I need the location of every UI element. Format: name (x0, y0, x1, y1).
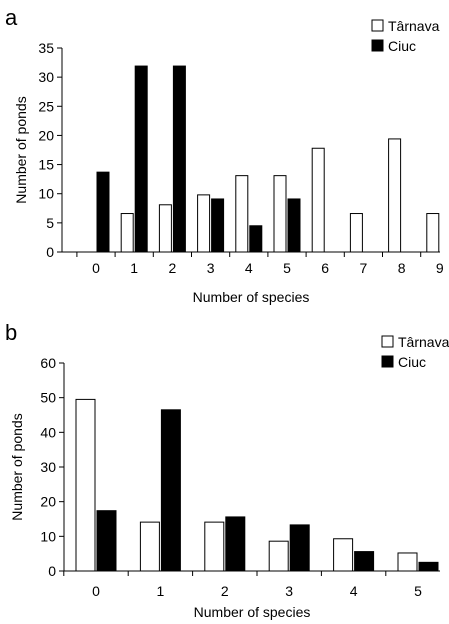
panel-b-label: b (5, 320, 17, 345)
panel-b-legend-label-tarnava: Târnava (398, 334, 449, 350)
panel-a-x-tick-label: 7 (360, 260, 368, 276)
panel-a-bar-tarnava (235, 175, 249, 253)
panel-a-legend-swatch-ciuc (371, 39, 384, 52)
panel-a-legend-label-ciuc: Ciuc (388, 38, 416, 54)
panel-a-y-tick-label: 5 (46, 215, 54, 231)
panel-a-bar-ciuc (211, 198, 225, 253)
panel-b-y-tick-label: 20 (40, 494, 56, 510)
panel-b-bar-tarnava (397, 552, 418, 572)
panel-a-bar-tarnava (158, 204, 172, 253)
panel-a-x-tick-label: 8 (398, 260, 406, 276)
panel-a-bar-ciuc (134, 65, 148, 253)
panel-a-x-axis-title: Number of species (193, 289, 310, 305)
panel-b-bar-tarnava (268, 540, 289, 572)
panel-a-bar-tarnava (349, 213, 363, 253)
panel-a-bar-ciuc (96, 171, 110, 253)
panel-b-x-tick-label: 2 (221, 583, 229, 599)
panel-b-y-tick-label: 60 (40, 355, 56, 371)
panel-b-bar-ciuc (418, 561, 439, 572)
panel-b-y-tick-label: 30 (40, 459, 56, 475)
panel-b-x-tick-label: 4 (350, 583, 358, 599)
panel-b-bar-ciuc (354, 551, 375, 572)
panel-b-x-tick-label: 1 (157, 583, 165, 599)
panel-a-bar-tarnava (273, 175, 287, 253)
panel-b-y-tick-label: 10 (40, 528, 56, 544)
panel-a-x-tick-label: 2 (169, 260, 177, 276)
panel-a-bar-tarnava (426, 213, 440, 253)
panel-b-x-tick-label: 3 (285, 583, 293, 599)
panel-a-bar-tarnava (197, 194, 211, 253)
panel-a-label: a (5, 5, 18, 30)
panel-b-y-tick-label: 0 (48, 563, 56, 579)
panel-b-bar-ciuc (225, 516, 246, 572)
panel-b-bar-tarnava (139, 521, 160, 572)
panel-b-y-axis-title: Number of ponds (9, 413, 25, 520)
panel-b-bar-tarnava (333, 538, 354, 572)
panel-b-bar-ciuc (96, 510, 117, 572)
panel-a-bar-tarnava (311, 147, 325, 253)
panel-b-legend-swatch-ciuc (381, 355, 394, 368)
panel-a-y-tick-label: 15 (38, 157, 54, 173)
panel-b-x-axis-title: Number of species (194, 604, 311, 620)
panel-a-legend-label-tarnava: Târnava (388, 18, 440, 34)
panel-a-x-tick-label: 4 (245, 260, 253, 276)
panel-a-bar-ciuc (287, 198, 301, 253)
panel-b-x-tick-label: 0 (92, 583, 100, 599)
panel-a-legend-swatch-tarnava (371, 19, 384, 32)
panel-a-bar-tarnava (120, 213, 134, 253)
panel-b-y-tick-label: 50 (40, 390, 56, 406)
panel-a-y-tick-label: 35 (38, 40, 54, 56)
panel-a-x-tick-label: 0 (92, 260, 100, 276)
panel-b-bar-ciuc (289, 524, 310, 572)
panel-a-x-tick-label: 6 (321, 260, 329, 276)
panel-a-y-tick-label: 20 (38, 127, 54, 143)
panel-a-y-axis-title: Number of ponds (13, 96, 29, 203)
panel-b-y-tick-label: 40 (40, 424, 56, 440)
panel-b-legend-label-ciuc: Ciuc (398, 354, 426, 370)
panel-a-bar-ciuc (172, 65, 186, 253)
panel-b-bar-tarnava (75, 398, 96, 572)
panel-a-bar-tarnava (388, 138, 402, 253)
panel-a-bar-ciuc (249, 225, 263, 253)
panel-b-legend-swatch-tarnava (381, 335, 394, 348)
panel-b-x-tick-label: 5 (414, 583, 422, 599)
panel-a-y-tick-label: 0 (46, 244, 54, 260)
panel-a-x-tick-label: 3 (207, 260, 215, 276)
panel-a-y-tick-label: 30 (38, 69, 54, 85)
panel-a-x-tick-label: 9 (436, 260, 444, 276)
panel-a-y-tick-label: 25 (38, 98, 54, 114)
panel-a-y-tick-label: 10 (38, 186, 54, 202)
panel-a-x-tick-label: 5 (283, 260, 291, 276)
panel-a-x-tick-label: 1 (130, 260, 138, 276)
panel-b-bar-tarnava (204, 521, 225, 572)
panel-b-bar-ciuc (160, 409, 181, 572)
